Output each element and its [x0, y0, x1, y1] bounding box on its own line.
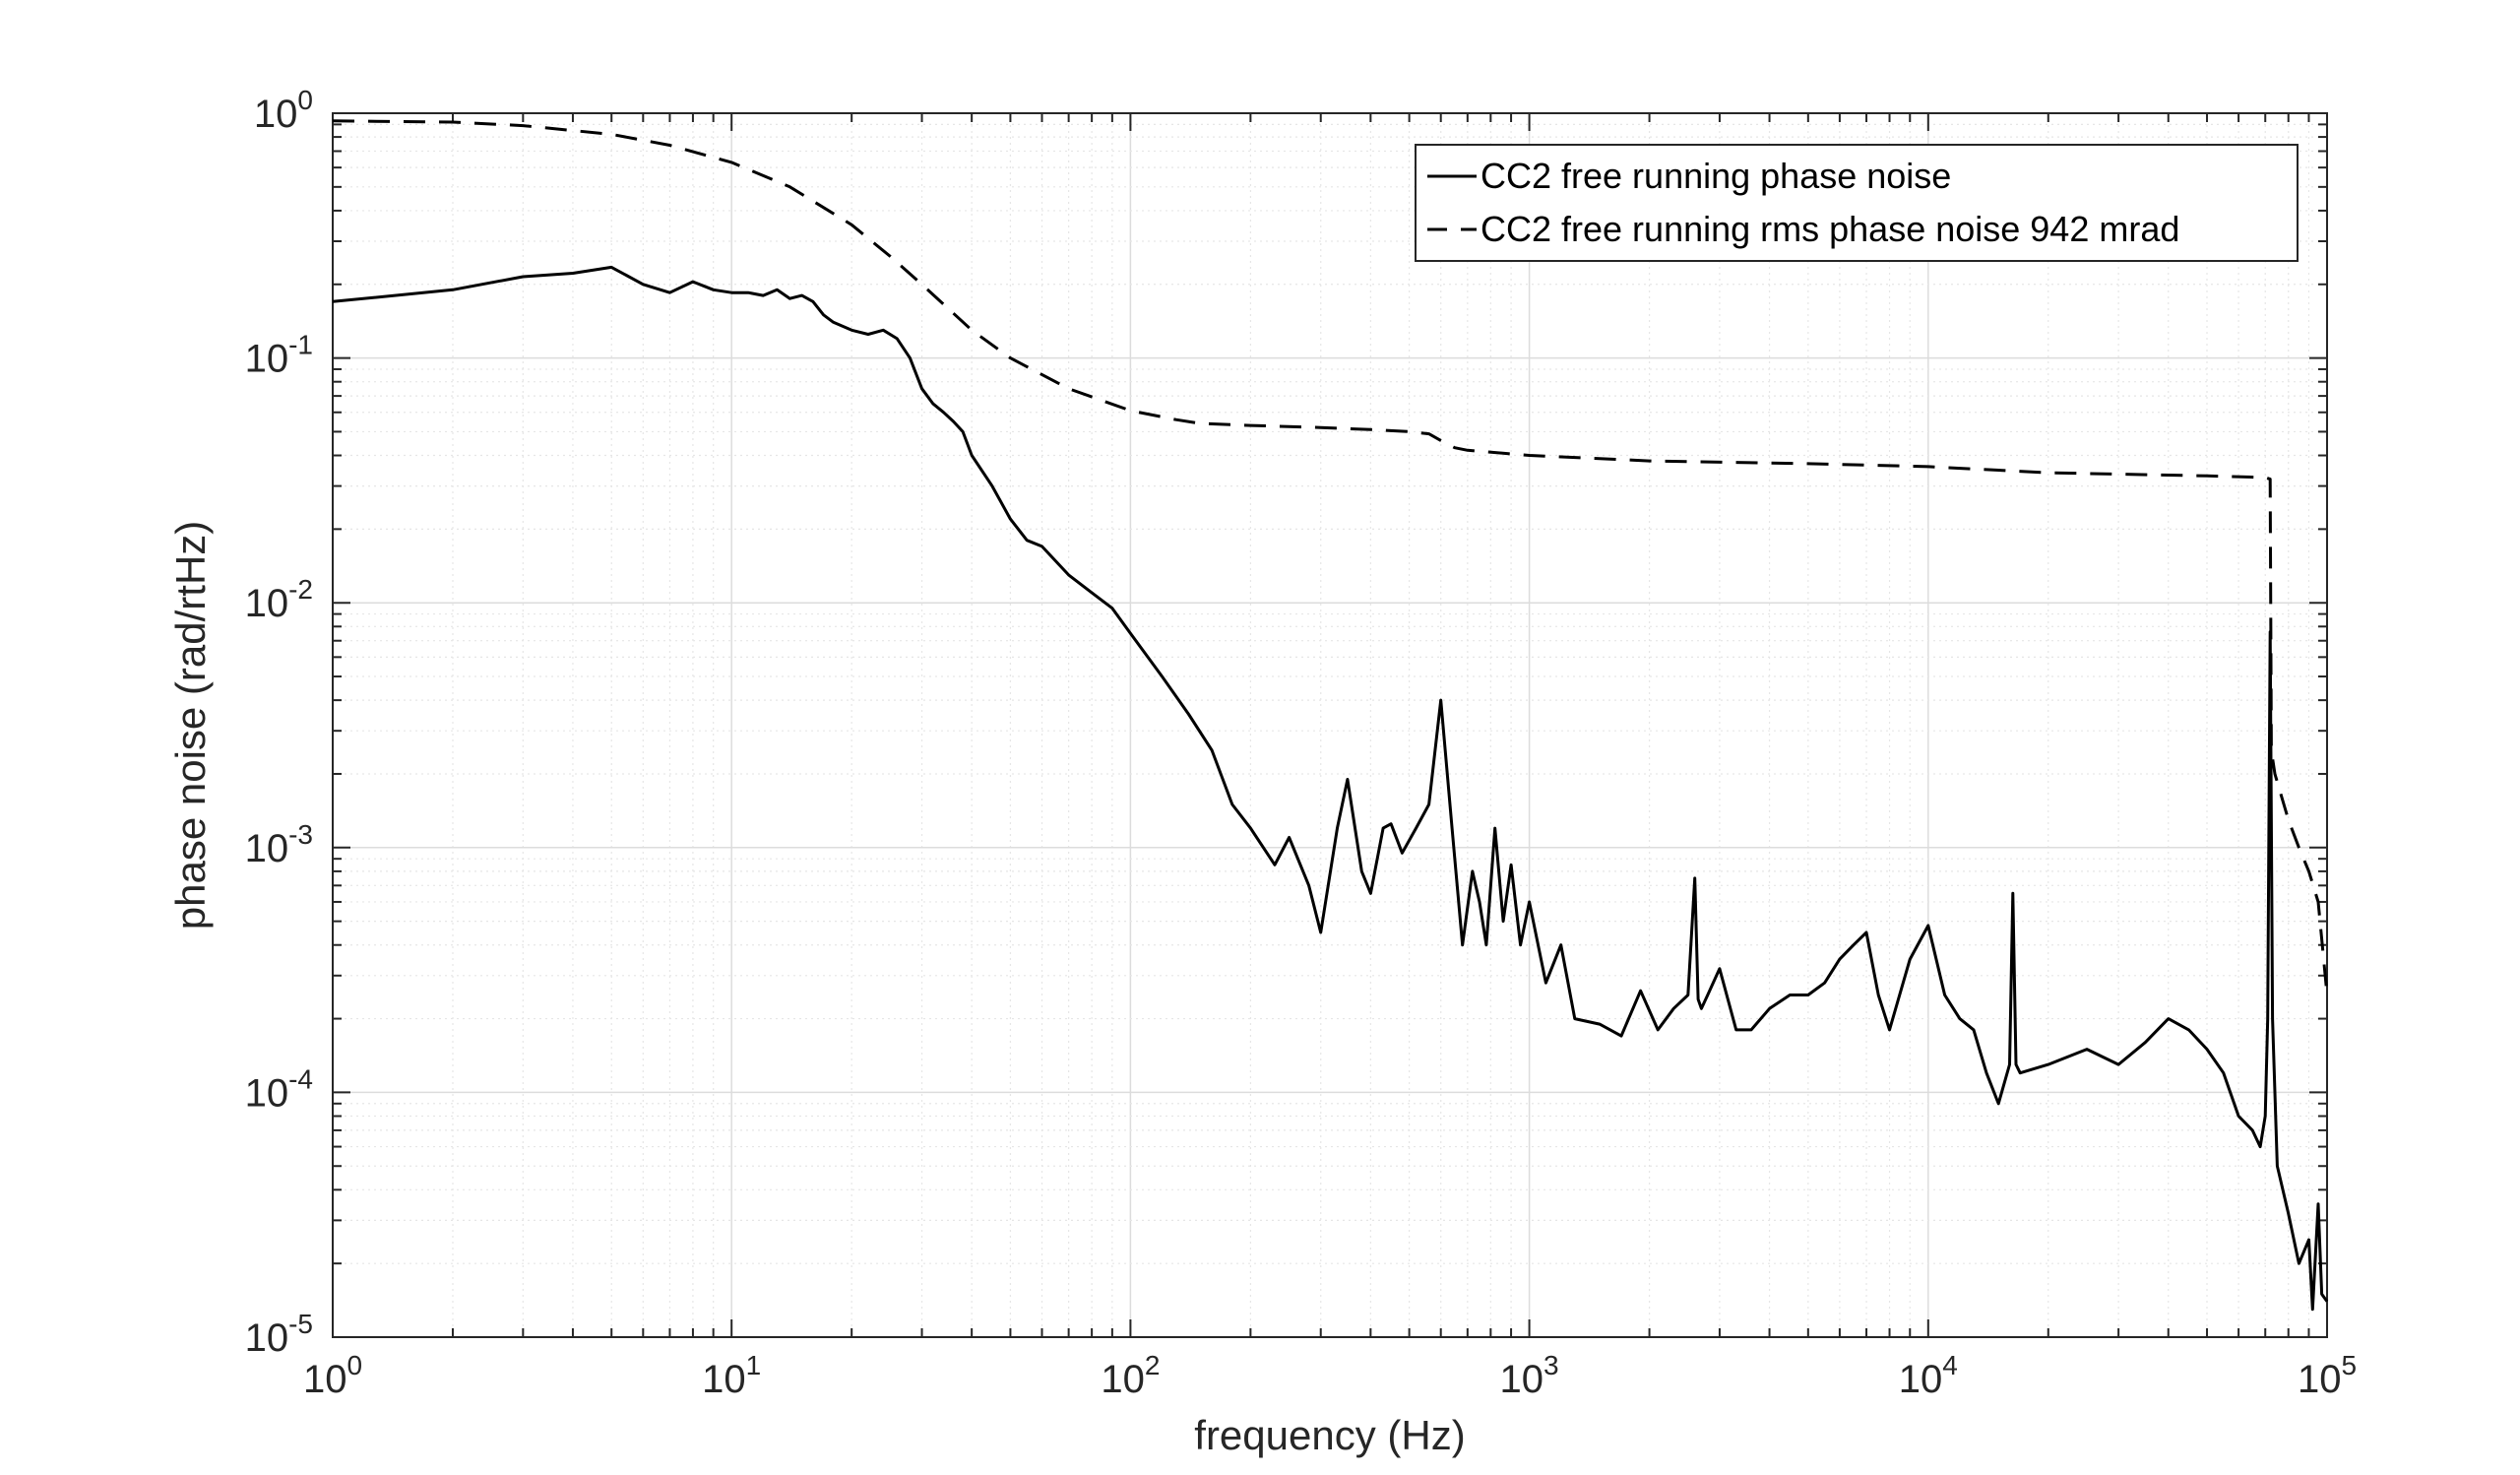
grid-lines [332, 112, 2328, 1338]
plot-area-frame [332, 112, 2328, 1338]
x-tick-label: 101 [702, 1350, 761, 1401]
series-lines [332, 119, 2329, 1312]
y-tick-label: 10-1 [245, 330, 313, 381]
y-tick-label: 10-4 [245, 1063, 313, 1115]
y-tick-labels: 10-5 10-4 10-3 10-2 10-1 100 [245, 85, 313, 1360]
axis-ticks [332, 112, 2328, 1338]
x-tick-labels: 100 101 102 103 104 105 [303, 1350, 2357, 1401]
legend: CC2 free running phase noise CC2 free ru… [1415, 144, 2299, 262]
x-tick-label: 100 [303, 1350, 362, 1401]
y-tick-label: 10-2 [245, 574, 313, 625]
y-tick-label: 10-3 [245, 819, 313, 870]
y-axis-label: phase noise (rad/rtHz) [167, 521, 214, 930]
y-tick-label: 100 [254, 85, 313, 136]
x-axis-label: frequency (Hz) [1194, 1412, 1465, 1458]
x-tick-label: 105 [2298, 1350, 2357, 1401]
series-rms-phase-noise-line [332, 119, 2329, 995]
x-tick-label: 104 [1899, 1350, 1958, 1401]
legend-entry-phase-noise: CC2 free running phase noise [1480, 156, 1951, 196]
legend-box [1415, 144, 2299, 262]
series-phase-noise-line [332, 265, 2329, 1312]
x-tick-label: 103 [1500, 1350, 1559, 1401]
x-tick-label: 102 [1101, 1350, 1160, 1401]
legend-entry-rms-phase-noise: CC2 free running rms phase noise 942 mra… [1480, 209, 2179, 249]
y-tick-label: 10-5 [245, 1309, 313, 1360]
